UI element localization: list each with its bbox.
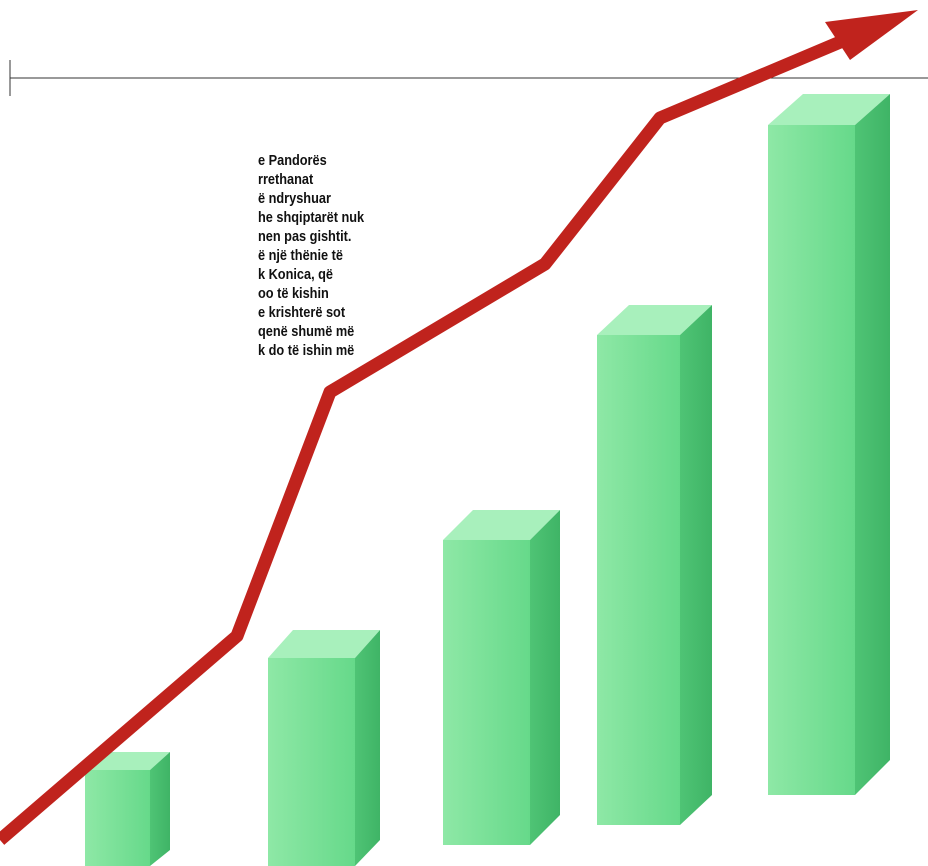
text-line: ë një thënie të [258,246,343,263]
article-text: e Pandorës rrethanat ë ndryshuar he shqipta… [258,151,364,358]
text-line: nen pas gishtit. [258,227,351,244]
text-line: k do të ishin më [258,341,354,358]
arrow-head [825,10,918,60]
text-line: he shqiptarët nuk [258,208,364,225]
text-line: e Pandorës [258,151,327,168]
text-line: e krishterë sot [258,303,345,320]
text-line: rrethanat [258,170,314,187]
bar-block [268,630,380,866]
text-line: ë ndryshuar [258,189,331,206]
illustration [85,94,890,866]
bar-block [85,752,170,866]
bar-block [597,305,712,825]
bar-block [768,94,890,795]
bar-block [443,510,560,845]
text-line: qenë shumë më [258,322,355,339]
text-line: oo të kishin [258,284,329,301]
trend-arrow [0,34,848,845]
text-line: k Konica, që [258,265,333,282]
